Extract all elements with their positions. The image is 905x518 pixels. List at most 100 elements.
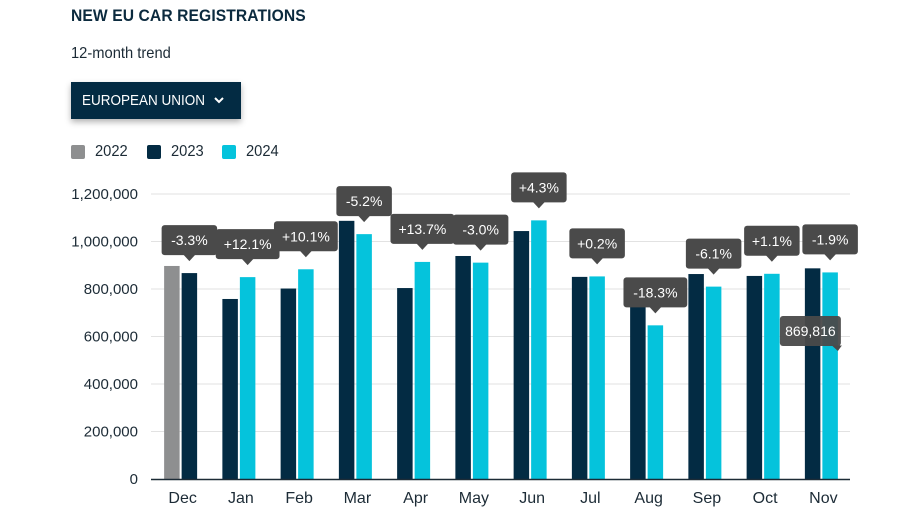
change-tooltips: -3.3% +12.1% +10.1% -5.2% +13.7% -3.0% +4.3% +0… (161, 172, 858, 314)
bar-2024-jan[interactable] (239, 277, 256, 479)
tooltip-arrow (474, 244, 487, 251)
change-tooltip-apr: +13.7% (390, 213, 455, 250)
x-tick-label: Aug (634, 490, 662, 507)
x-tick-label: Jun (519, 490, 545, 507)
bar-2024-aug[interactable] (647, 325, 664, 479)
tooltip-label: -1.9% (812, 231, 849, 247)
x-tick-label: Oct (753, 490, 778, 507)
tooltip-label: +4.3% (519, 179, 559, 195)
change-tooltip-aug: -18.3% (623, 277, 688, 314)
change-tooltip-dec: -3.3% (161, 225, 218, 262)
legend-item-2023[interactable]: 2023 (146, 143, 207, 161)
tooltip-arrow (416, 243, 429, 250)
legend-label-2023: 2023 (170, 143, 204, 160)
change-tooltip-sep: -6.1% (685, 238, 742, 275)
chart-subtitle: 12-month trend (71, 45, 171, 62)
bar-2024-jul[interactable] (589, 276, 605, 479)
bar-2024-mar[interactable] (356, 234, 372, 479)
tooltip-label: -18.3% (633, 284, 677, 300)
x-tick-label: Sep (693, 490, 722, 507)
tooltip-arrow (824, 253, 837, 261)
tooltip-arrow (299, 250, 312, 258)
bar-2024-may[interactable] (472, 262, 489, 479)
legend-label-2022: 2022 (95, 143, 128, 160)
tooltip-label: -3.3% (171, 232, 208, 248)
tooltip-label: -3.0% (462, 222, 499, 238)
region-dropdown[interactable]: EUROPEAN UNION (71, 82, 241, 119)
tooltip-arrow (183, 254, 196, 262)
change-tooltip-nov: -1.9% (802, 224, 858, 261)
tooltip-box (215, 229, 280, 260)
y-tick-label: 0 (130, 471, 138, 488)
tooltip-arrow (241, 258, 254, 266)
bar-2024-sep[interactable] (705, 286, 722, 479)
y-axis-ticks: 0 200,000 400,000 600,000 800,000 1,000,000 1,… (71, 186, 138, 488)
x-tick-label: Jan (228, 490, 254, 507)
bar-2023-jan[interactable] (222, 298, 238, 479)
x-tick-label: May (459, 490, 489, 507)
change-tooltip-feb: +10.1% (273, 221, 338, 258)
bar-2023-nov[interactable] (804, 268, 821, 479)
y-tick-label: 600,000 (84, 329, 138, 346)
x-axis-ticks: Dec Jan Feb Mar Apr May Jun Jul Aug Sep Oct Nov (168, 490, 837, 507)
tooltip-box (569, 228, 625, 259)
tooltip-box (744, 225, 800, 256)
region-dropdown-label: EUROPEAN UNION (82, 92, 206, 109)
tooltip-arrow (707, 268, 720, 275)
x-tick-label: Mar (344, 490, 372, 507)
tooltip-box (273, 221, 338, 252)
bar-2023-sep[interactable] (688, 274, 704, 479)
tooltip-box (685, 238, 742, 269)
hover-tooltip-arrow (831, 345, 842, 351)
bar-2023-mar[interactable] (338, 220, 355, 479)
legend-label-2024: 2024 (246, 143, 279, 160)
y-tick-label: 400,000 (84, 376, 138, 393)
hover-tooltip-value: 869,816 (785, 323, 836, 339)
tooltip-arrow (358, 215, 371, 223)
tooltip-box (336, 186, 392, 217)
tooltip-arrow (532, 201, 545, 209)
bar-2023-may[interactable] (455, 255, 471, 479)
legend-item-2024[interactable]: 2024 (222, 143, 282, 161)
chart-title: NEW EU CAR REGISTRATIONS (71, 6, 306, 25)
tooltip-label: +0.2% (577, 235, 617, 251)
chevron-down-icon (214, 97, 224, 104)
x-tick-label: Nov (809, 490, 837, 507)
bar-2023-jun[interactable] (513, 231, 530, 479)
x-tick-label: Dec (168, 490, 196, 507)
change-tooltip-jul: +0.2% (569, 228, 625, 265)
bar-2024-oct[interactable] (764, 273, 780, 479)
bar-2024-jun[interactable] (531, 220, 547, 480)
x-tick-label: Jul (580, 490, 600, 507)
tooltip-box (390, 213, 455, 244)
tooltip-label: +10.1% (282, 228, 330, 244)
legend: 2022 2023 2024 (71, 143, 298, 161)
tooltip-box (452, 214, 509, 245)
y-tick-label: 1,200,000 (71, 186, 138, 203)
legend-swatch-2024 (222, 145, 237, 159)
bar-2023-oct[interactable] (746, 275, 763, 479)
tooltip-label: -5.2% (346, 193, 383, 209)
change-tooltip-jun: +4.3% (511, 172, 567, 209)
bar-2022-dec[interactable] (164, 265, 180, 479)
bar-2023-jul[interactable] (571, 276, 588, 479)
tooltip-arrow (649, 306, 662, 314)
tooltip-box (161, 225, 218, 256)
bar-2023-dec[interactable] (181, 273, 198, 479)
legend-swatch-2023 (146, 145, 161, 159)
bar-2023-feb[interactable] (280, 288, 297, 479)
bar-2023-apr[interactable] (397, 288, 413, 479)
bar-2024-apr[interactable] (414, 261, 431, 479)
bar-2024-feb[interactable] (298, 269, 314, 479)
bar-2023-aug[interactable] (630, 290, 646, 479)
bar-2024-nov[interactable] (822, 272, 838, 479)
x-tick-label: Feb (285, 490, 313, 507)
hover-tooltip-box (779, 316, 841, 346)
tooltip-arrow (591, 257, 604, 265)
tooltip-box (623, 277, 688, 308)
bars (164, 220, 838, 480)
y-tick-label: 800,000 (84, 281, 138, 298)
tooltip-label: +13.7% (398, 221, 446, 237)
change-tooltip-jan: +12.1% (215, 229, 280, 266)
legend-item-2022[interactable]: 2022 (71, 143, 131, 161)
